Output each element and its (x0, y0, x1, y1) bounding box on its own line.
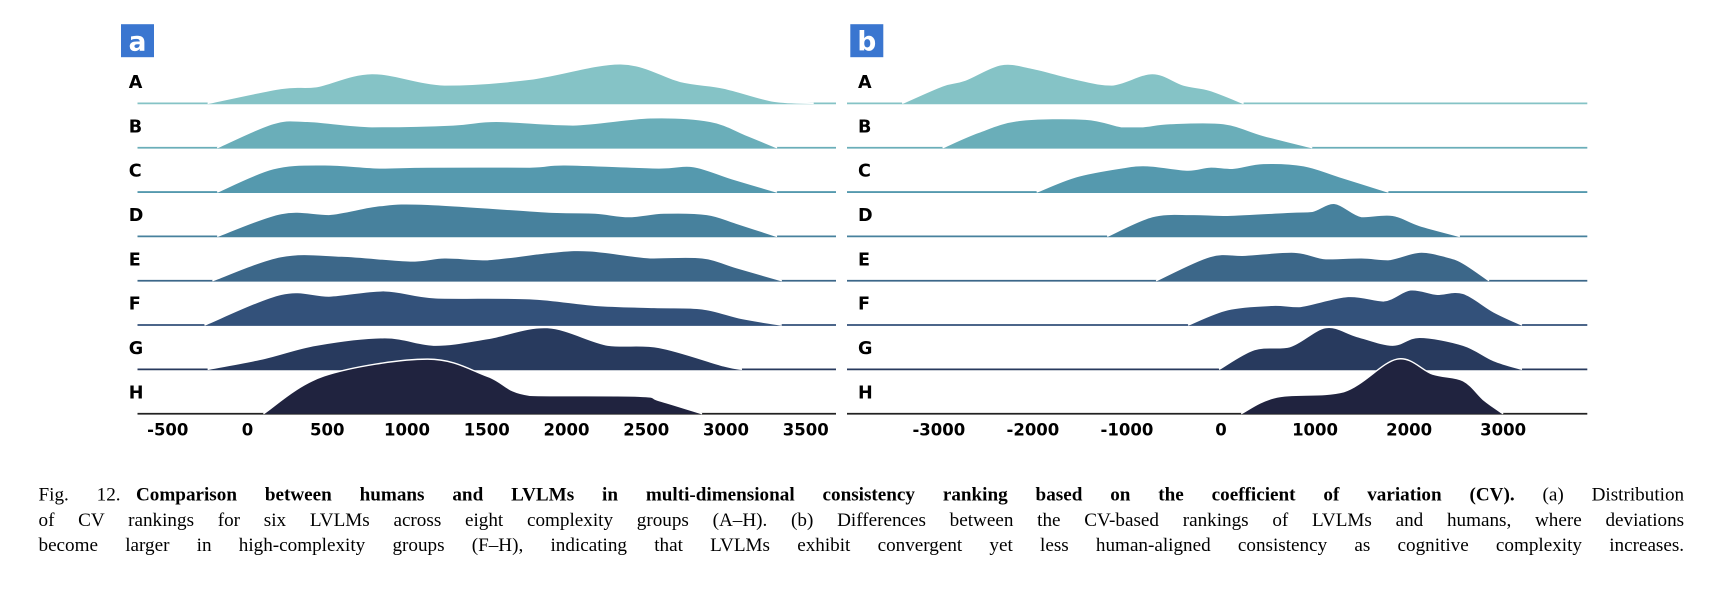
density-area (1188, 289, 1522, 326)
row-label: F (858, 295, 870, 315)
ridge-F: F (129, 290, 837, 326)
density-area (204, 290, 782, 326)
x-tick-label: 500 (310, 421, 344, 440)
ridge-C: C (129, 162, 837, 193)
x-tick-label: -2000 (1007, 421, 1060, 440)
ridge-E: E (129, 249, 837, 282)
density-outline (1218, 326, 1523, 371)
ridge-F: F (847, 288, 1588, 326)
density-area (1036, 163, 1389, 193)
density-area (217, 117, 778, 148)
ridge-D: D (847, 202, 1588, 238)
density-area (263, 359, 703, 414)
ridge-A: A (847, 63, 1588, 105)
caption-line-1: Fig. 12. Comparison between humans and LV… (39, 482, 1685, 507)
row-label: H (129, 383, 144, 403)
row-label: G (858, 339, 872, 359)
density-outline (207, 63, 814, 105)
row-label: B (858, 117, 871, 137)
density-outline (216, 203, 778, 238)
figure-label: Fig. 12. (38, 482, 121, 505)
x-tick-label: -500 (147, 421, 188, 440)
ridge-G: G (129, 326, 837, 371)
density-area (1107, 203, 1460, 237)
ridge-A: A (129, 63, 837, 105)
row-label: G (129, 339, 143, 359)
row-label: B (129, 117, 142, 137)
panel-a: aA B C D E F G H-500 0 500 1000 1500 2000 2500 3000 350… (121, 24, 837, 440)
row-label: E (129, 250, 141, 270)
ridge-G: G (847, 326, 1588, 371)
density-area (217, 203, 778, 237)
density-outline (207, 326, 743, 371)
ridge-B: B (847, 117, 1588, 149)
x-tick-label: 1000 (1292, 421, 1338, 440)
density-outline (1155, 251, 1490, 282)
density-area (207, 327, 742, 370)
row-label: D (129, 206, 144, 226)
density-outline (1187, 288, 1523, 326)
row-label: A (129, 73, 143, 93)
density-area (942, 118, 1313, 148)
density-area (902, 64, 1244, 104)
density-outline (1240, 358, 1504, 415)
x-tick-label: -3000 (912, 421, 965, 440)
x-tick-label: 0 (242, 421, 253, 440)
x-tick-label: 1500 (464, 421, 510, 440)
x-tick-label: 0 (1215, 421, 1226, 440)
density-area (207, 63, 814, 104)
row-label: H (858, 383, 873, 403)
ridge-C: C (847, 162, 1588, 193)
figure-caption: Fig. 12. Comparison between humans and LV… (39, 482, 1685, 558)
density-area (1241, 358, 1504, 414)
density-area (1156, 252, 1490, 281)
density-area (1219, 327, 1522, 370)
x-tick-label: 3000 (703, 421, 749, 440)
caption-title: Comparison between humans and LVLMs in m… (135, 482, 1515, 505)
row-label: C (858, 162, 871, 182)
density-outline (216, 116, 778, 149)
panel-badge-label: a (129, 27, 147, 58)
row-label: E (858, 250, 870, 270)
density-outline (1106, 202, 1461, 238)
density-outline (216, 164, 778, 193)
density-outline (263, 358, 703, 415)
x-tick-label: 3500 (783, 421, 829, 440)
x-tick-label: 2500 (623, 421, 669, 440)
row-label: C (129, 162, 142, 182)
density-outline (1036, 162, 1389, 193)
x-tick-label: 1000 (384, 421, 430, 440)
panel-badge-label: b (857, 27, 876, 58)
x-tick-label: -1000 (1101, 421, 1154, 440)
row-label: D (858, 206, 873, 226)
caption-line-3: become larger in high-complexity groups … (38, 533, 1685, 556)
ridge-H: H (847, 358, 1588, 415)
caption-line-2: of CV rankings for six LVLMs across eigh… (38, 508, 1685, 531)
panel-badge (850, 24, 884, 58)
panel-badge (121, 24, 154, 58)
density-outline (212, 249, 783, 282)
density-outline (901, 63, 1244, 105)
ridge-B: B (129, 116, 837, 149)
x-tick-label: 2000 (544, 421, 590, 440)
ridge-H: H (129, 358, 837, 415)
ridge-E: E (847, 250, 1588, 282)
panel-b: bA B C D E F G H -3000 -2000 -1000 0 1000 2000 3000 (847, 24, 1588, 440)
row-label: F (129, 295, 141, 315)
density-outline (204, 290, 782, 326)
x-tick-label: 3000 (1480, 421, 1526, 440)
density-area (212, 250, 782, 281)
x-tick-label: 2000 (1386, 421, 1432, 440)
density-area (217, 164, 778, 193)
density-outline (942, 117, 1313, 149)
ridge-D: D (129, 203, 837, 238)
row-label: A (858, 73, 872, 93)
caption-text: (a) Distribution (1542, 482, 1685, 505)
